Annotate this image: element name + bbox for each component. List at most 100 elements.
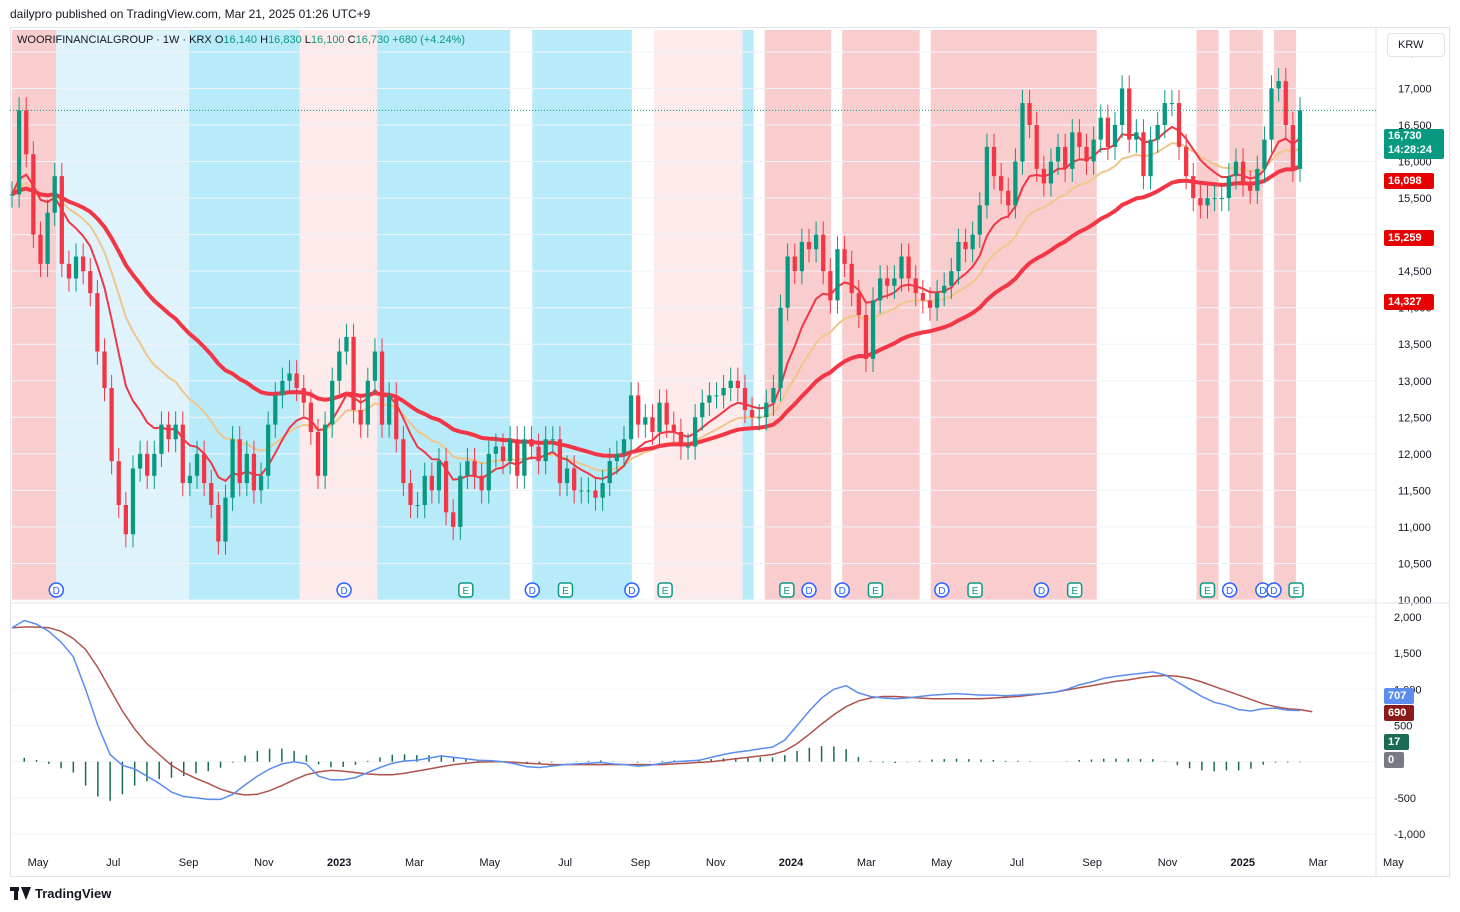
- candle-body: [1191, 176, 1196, 199]
- candle-body: [351, 336, 356, 410]
- candle-body: [707, 395, 712, 403]
- candle-body: [557, 439, 563, 484]
- dividend-event-icon-label: D: [938, 586, 945, 597]
- earnings-event-icon-label: E: [662, 586, 669, 597]
- candle-body: [1297, 110, 1303, 169]
- dividend-event-icon[interactable]: [336, 582, 352, 598]
- macd-axis-label: 500: [1394, 721, 1412, 733]
- candle-body: [330, 380, 335, 425]
- candle-body: [1283, 81, 1288, 125]
- candle-body: [294, 373, 299, 389]
- candle-body: [984, 146, 990, 206]
- candle-body: [700, 402, 705, 418]
- candle-body: [1169, 103, 1175, 105]
- candle-body: [95, 293, 100, 352]
- dividend-event-icon[interactable]: [934, 582, 950, 598]
- candle-body: [607, 461, 612, 484]
- candle-body: [1198, 198, 1203, 206]
- price-axis-label: 10,500: [1398, 558, 1432, 570]
- dividend-event-icon[interactable]: [1033, 582, 1050, 598]
- symbol-legend[interactable]: WOORIFINANCIALGROUP · 1W · KRX O16,140 H…: [17, 34, 465, 46]
- earnings-event-icon[interactable]: [779, 582, 795, 598]
- dividend-event-icon-label: D: [1259, 586, 1266, 597]
- dividend-event-icon[interactable]: [524, 582, 541, 598]
- macd-tag: 707: [1384, 688, 1414, 704]
- macd-axis-label: 1,500: [1394, 648, 1422, 660]
- dividend-event-icon[interactable]: [801, 582, 817, 598]
- candle-body: [1027, 103, 1032, 125]
- candle-body: [564, 468, 570, 484]
- signal-line: [11, 626, 1313, 796]
- high-value: 16,830: [268, 34, 302, 46]
- earnings-event-icon[interactable]: [967, 582, 983, 598]
- candle-body: [358, 410, 363, 425]
- candle-body: [529, 439, 534, 447]
- candle-body: [1162, 103, 1167, 125]
- footer-brand-label: TradingView: [35, 886, 112, 901]
- candle-body: [451, 512, 456, 527]
- price-tag-last: 16,730 14:28:24: [1384, 129, 1444, 159]
- candle-body: [301, 388, 306, 403]
- change-value: +680 (+4.24%): [392, 34, 466, 46]
- dividend-event-icon[interactable]: [624, 582, 640, 598]
- regime-band-7: [742, 30, 754, 600]
- candle-body: [899, 256, 904, 279]
- candle-body: [771, 388, 776, 403]
- candle-body: [650, 417, 655, 432]
- candle-body: [778, 307, 783, 389]
- candle-body: [1105, 117, 1111, 147]
- dividend-event-icon[interactable]: [1266, 582, 1282, 598]
- candle-body: [123, 505, 128, 535]
- earnings-event-icon-label: E: [784, 586, 791, 597]
- candle-body: [799, 241, 805, 272]
- earnings-event-icon[interactable]: [557, 582, 574, 598]
- candle-body: [685, 446, 691, 448]
- symbol-name[interactable]: WOORIFINANCIALGROUP · 1W · KRX: [17, 34, 212, 46]
- candle-body: [970, 234, 975, 250]
- chart-frame: [10, 27, 1450, 877]
- earnings-event-icon[interactable]: [1066, 582, 1083, 598]
- candle-body: [415, 505, 420, 506]
- candle-body: [24, 110, 29, 155]
- dividend-event-icon[interactable]: [1221, 582, 1238, 598]
- dividend-event-icon-label: D: [529, 586, 536, 597]
- candle-body: [315, 431, 321, 476]
- earnings-event-icon-label: E: [463, 586, 470, 597]
- candle-body: [671, 424, 676, 432]
- candle-body: [408, 483, 413, 505]
- candle-body: [251, 453, 257, 491]
- candle-body: [1269, 88, 1274, 140]
- dividend-event-icon[interactable]: [48, 582, 65, 598]
- candle-body: [81, 256, 86, 272]
- candle-body: [493, 446, 499, 454]
- price-tag-ema-mid: 15,259: [1384, 230, 1434, 246]
- ema-slow-bold-line: [10, 164, 1301, 458]
- price-axis-label: 15,500: [1398, 193, 1432, 205]
- footer-brand[interactable]: TradingView: [10, 886, 111, 901]
- candle-body: [1176, 103, 1182, 147]
- candle-body: [73, 256, 79, 279]
- candle-body: [230, 439, 235, 498]
- earnings-event-icon[interactable]: [1199, 582, 1216, 598]
- earnings-event-icon[interactable]: [458, 582, 474, 598]
- candle-body: [593, 490, 598, 498]
- earnings-event-icon[interactable]: [1288, 582, 1304, 598]
- candle-body: [1084, 146, 1089, 162]
- candle-body: [792, 256, 797, 272]
- dividend-event-icon-label: D: [1270, 586, 1277, 597]
- dividend-event-icon[interactable]: [834, 582, 850, 598]
- earnings-event-icon-label: E: [872, 586, 879, 597]
- candle-body: [813, 234, 819, 250]
- candle-body: [572, 468, 577, 491]
- earnings-event-icon[interactable]: [657, 582, 673, 598]
- earnings-event-icon[interactable]: [867, 582, 884, 598]
- regime-band-12: [1229, 30, 1263, 600]
- close-value: 16,730: [355, 34, 390, 46]
- time-axis-label: May: [479, 857, 500, 869]
- candle-body: [145, 453, 150, 476]
- candle-body: [1226, 176, 1231, 199]
- candle-body: [998, 176, 1004, 191]
- candle-body: [337, 351, 342, 381]
- currency-button[interactable]: KRW: [1387, 33, 1445, 57]
